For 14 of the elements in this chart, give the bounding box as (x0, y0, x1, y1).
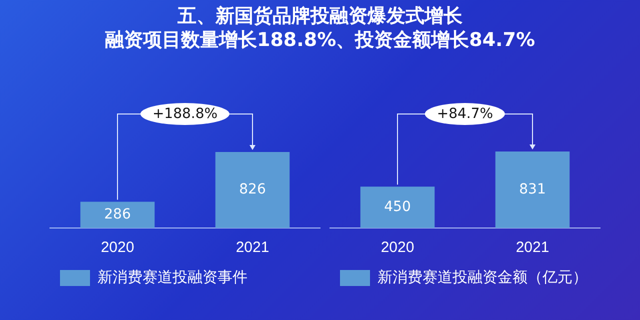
x-tick-label: 2020 (100, 239, 134, 256)
chart-subtitle: 融资项目数量增长188.8%、投资金额增长84.7% (104, 28, 536, 52)
text: +84.7% (424, 103, 506, 125)
x-tick-label: 2020 (380, 239, 414, 256)
legend-label: 新消费赛道投融资金额（亿元） (378, 268, 588, 286)
chart-title: 五、新国货品牌投融资爆发式增长 (176, 4, 464, 28)
data-label: 286 (104, 206, 131, 222)
data-label: 450 (384, 198, 411, 215)
data-label: 831 (519, 181, 546, 198)
data-label: 826 (239, 182, 266, 198)
x-tick-label: 2021 (236, 239, 270, 256)
legend-label: 新消费赛道投融资事件 (98, 268, 248, 286)
text: +188.8% (140, 103, 230, 125)
x-tick-label: 2021 (516, 239, 550, 256)
